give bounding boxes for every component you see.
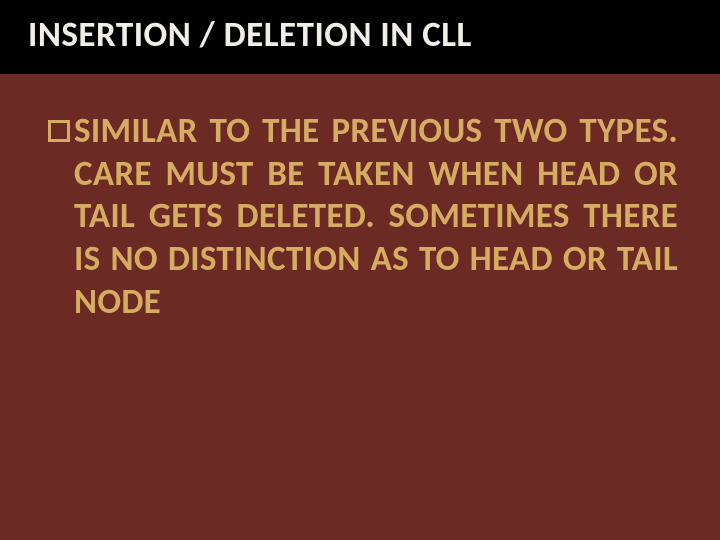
bullet-item: SIMILAR TO THE PREVIOUS TWO TYPES. CARE …: [48, 110, 678, 323]
content-area: SIMILAR TO THE PREVIOUS TWO TYPES. CARE …: [0, 74, 720, 343]
title-bar: INSERTION / DELETION IN CLL: [0, 0, 720, 74]
hollow-square-bullet-icon: [48, 120, 70, 142]
presentation-slide: INSERTION / DELETION IN CLL SIMILAR TO T…: [0, 0, 720, 540]
slide-body-text: SIMILAR TO THE PREVIOUS TWO TYPES. CARE …: [74, 110, 678, 323]
slide-title: INSERTION / DELETION IN CLL: [28, 14, 700, 56]
